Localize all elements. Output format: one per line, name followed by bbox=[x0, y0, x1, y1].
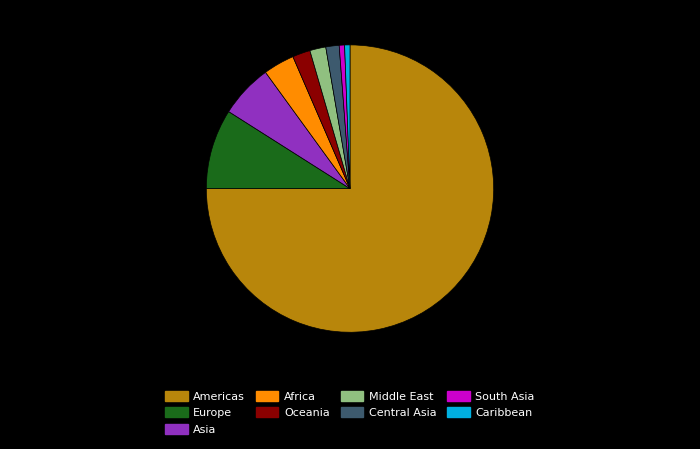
Wedge shape bbox=[326, 45, 350, 189]
Legend: Americas, Europe, Asia, Africa, Oceania, Middle East, Central Asia, South Asia, : Americas, Europe, Asia, Africa, Oceania,… bbox=[161, 387, 539, 439]
Wedge shape bbox=[265, 57, 350, 189]
Wedge shape bbox=[229, 72, 350, 189]
Wedge shape bbox=[340, 45, 350, 189]
Wedge shape bbox=[310, 47, 350, 189]
Wedge shape bbox=[293, 51, 350, 189]
Wedge shape bbox=[206, 45, 494, 332]
Wedge shape bbox=[206, 112, 350, 189]
Wedge shape bbox=[344, 45, 350, 189]
